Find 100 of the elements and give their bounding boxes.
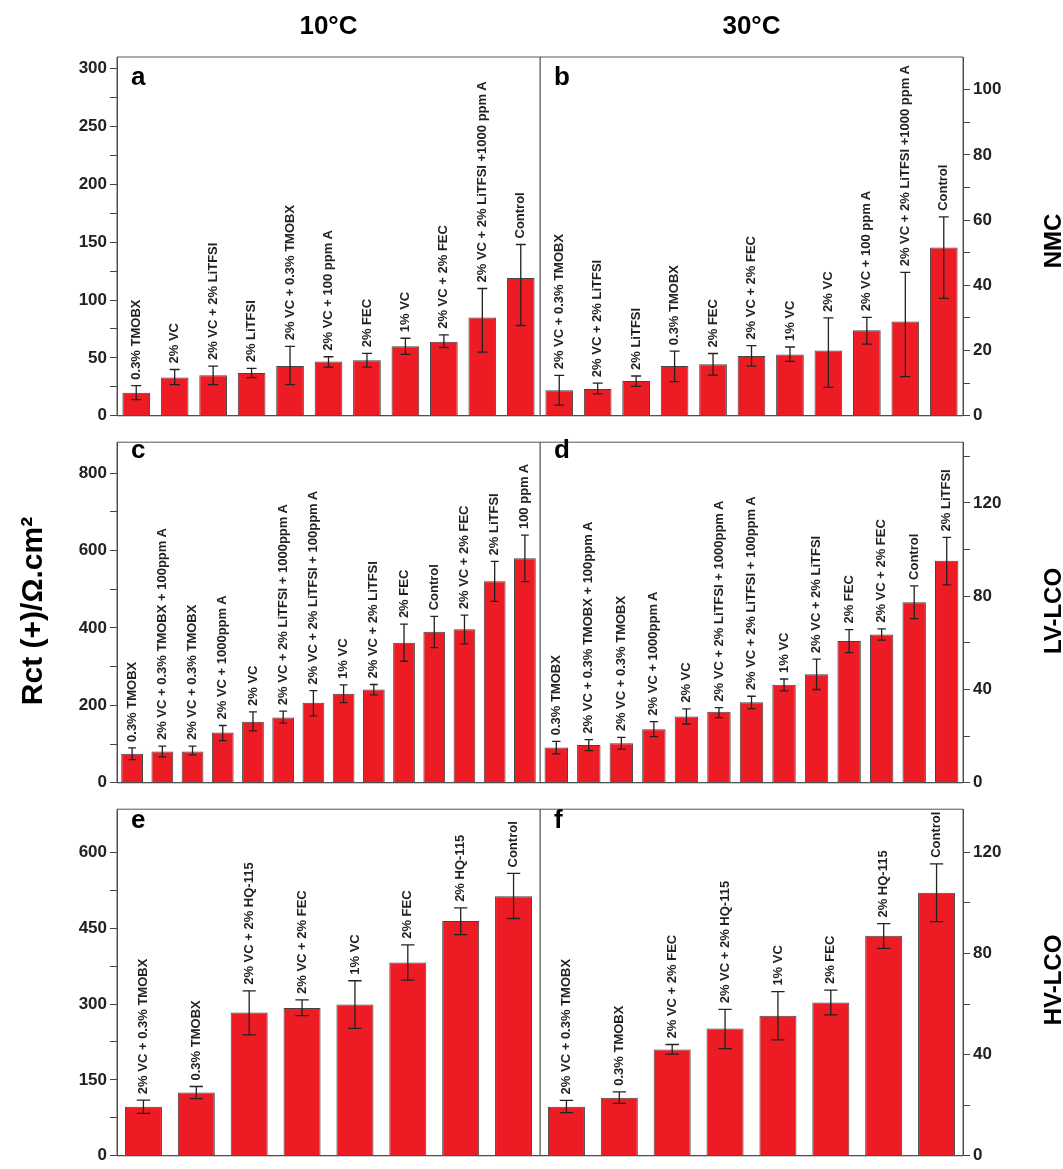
x-tick-label: Control — [935, 164, 951, 211]
x-tick-label: 0.3% TMOBX — [123, 661, 139, 742]
annotation: d — [554, 434, 570, 465]
x-tick-label: 2% VC + 2% LiTFSI +1000 ppm A — [473, 80, 489, 283]
x-tick-label: 2% VC + 2% FEC — [743, 235, 759, 340]
x-tick-label: 2% FEC — [358, 298, 374, 348]
annotation: f — [554, 804, 563, 835]
y2-tick-label: 40 — [973, 275, 992, 295]
x-tick-label: 2% VC + 2% FEC — [456, 504, 472, 610]
y2-tick-label: 20 — [973, 340, 992, 360]
x-tick-label: 2% VC + 2% HQ-115 — [240, 862, 256, 985]
x-tick-label: 2% FEC — [822, 935, 838, 985]
x-tick-label: 2% LiTFSI — [486, 493, 502, 556]
x-tick-label: 0.3% TMOBX — [547, 654, 563, 736]
x-tick-label: 2% VC + 0.3% TMOBX + 100ppm A — [153, 527, 169, 741]
x-tick-label: 2% VC + 2% LiTFSI — [589, 259, 605, 378]
x-tick-label: Control — [905, 533, 921, 580]
x-tick-label: Control — [505, 821, 521, 868]
y2-axis-title: LV-LCO — [1039, 567, 1063, 655]
x-tick-label: Control — [425, 564, 441, 611]
y-tick-label: 600 — [78, 540, 107, 560]
y-tick-label: 200 — [78, 695, 107, 715]
x-tick-label: 2% VC + 2% LiTFSI + 100ppm A — [304, 490, 320, 685]
y2-tick-label: 100 — [973, 79, 1002, 99]
y2-tick-label: 80 — [973, 144, 992, 164]
x-tick-label: 2% VC + 2% FEC — [435, 224, 451, 329]
x-tick-label: 0.3% TMOBX — [666, 264, 682, 346]
y-axis-title: Rct (+)/Ω.cm² — [15, 516, 49, 706]
y2-tick-label: 80 — [973, 943, 992, 963]
y-tick-label: 300 — [78, 993, 107, 1013]
x-tick-label: 2% FEC — [840, 574, 856, 624]
x-tick-label: 0.3% TMOBX — [187, 999, 203, 1081]
chart-title: 30°C — [721, 10, 782, 41]
y-tick-label: 300 — [78, 58, 107, 78]
y2-tick-label: 40 — [973, 1044, 992, 1064]
y2-tick-label: 0 — [973, 1145, 983, 1165]
y2-axis-title: NMC — [1039, 213, 1063, 269]
annotation: c — [131, 434, 146, 465]
y-tick-label: 150 — [78, 231, 107, 251]
y-tick-label: 600 — [78, 841, 107, 861]
x-tick-label: 2% VC + 2% FEC — [293, 889, 309, 994]
x-tick-label: 2% FEC — [395, 569, 411, 619]
x-tick-label: 2% LiTFSI — [627, 307, 643, 371]
y-tick-label: 450 — [78, 917, 107, 937]
y-tick-label: 100 — [78, 289, 107, 309]
x-tick-label: 0.3% TMOBX — [610, 1005, 626, 1086]
y-tick-label: 0 — [97, 772, 107, 792]
x-tick-label: 2% FEC — [704, 298, 720, 348]
x-tick-label: 1% VC — [775, 631, 791, 673]
y-tick-label: 200 — [78, 174, 107, 193]
x-tick-label: 1% VC — [781, 299, 797, 341]
x-tick-label: 2% VC + 1000ppm A — [645, 590, 661, 716]
x-tick-label: 1% VC — [346, 933, 362, 975]
x-tick-label: 2% VC + 2% LiTFSI + 100ppm A — [743, 495, 759, 691]
x-tick-label: 2% VC + 2% HQ-115 — [716, 880, 732, 1004]
x-tick-label: 2% VC + 0.3% TMOBX — [184, 604, 200, 741]
y-tick-label: 150 — [78, 1069, 107, 1089]
x-tick-label: 2% VC + 0.3% TMOBX + 100ppm A — [580, 521, 596, 734]
x-tick-label: 2% VC + 100 ppm A — [320, 229, 336, 351]
y-tick-label: 0 — [97, 1145, 107, 1165]
y2-tick-label: 0 — [973, 772, 983, 792]
x-tick-label: 2% VC + 2% LiTFSI + 1000ppm A — [710, 499, 726, 702]
x-tick-label: 2% VC — [819, 270, 835, 312]
x-tick-label: Control — [512, 192, 528, 239]
y-tick-label: 400 — [78, 617, 107, 637]
y-tick-label: 0 — [97, 405, 107, 425]
x-tick-label: 2% VC + 2% LiTFSI — [808, 535, 824, 654]
x-tick-label: 2% VC + 0.3% TMOBX — [281, 204, 297, 341]
y2-tick-label: 80 — [973, 585, 992, 605]
x-tick-label: 2% VC + 2% LiTFSI — [365, 561, 381, 679]
x-tick-label: 2% VC + 2% LiTFSI + 1000ppm A — [274, 503, 290, 706]
y2-tick-label: 40 — [973, 679, 992, 699]
x-tick-label: 1% VC — [396, 291, 412, 333]
x-tick-label: 2% VC + 2% FEC — [663, 934, 679, 1039]
x-tick-label: 2% VC + 0.3% TMOBX — [135, 958, 151, 1095]
x-tick-label: 2% VC — [678, 661, 693, 703]
annotation: b — [554, 61, 570, 92]
y-tick-label: 800 — [78, 462, 107, 482]
x-tick-label: 2% HQ-115 — [875, 850, 891, 918]
x-tick-label: 2% VC — [166, 322, 182, 364]
annotation: e — [131, 804, 146, 835]
x-tick-label: 2% VC + 1000ppm A — [214, 594, 230, 720]
y-tick-label: 50 — [88, 347, 107, 367]
x-tick-label: 0.3% TMOBX — [127, 299, 143, 380]
x-tick-label: 2% VC + 2% LiTFSI — [204, 242, 220, 361]
annotation: a — [131, 61, 146, 92]
y2-axis-title: HV-LCO — [1039, 934, 1063, 1026]
x-tick-label: Control — [928, 811, 944, 858]
x-tick-label: 2% HQ-115 — [452, 834, 468, 902]
x-tick-label: 2% VC + 2% LiTFSI +1000 ppm A — [896, 64, 912, 267]
x-tick-label: 2% VC + 0.3% TMOBX — [550, 233, 566, 370]
chart-title: 10°C — [298, 10, 359, 41]
x-tick-label: 2% FEC — [399, 889, 415, 939]
x-tick-label: 2% VC — [244, 664, 260, 706]
x-tick-label: 2% VC + 2% FEC — [873, 518, 889, 623]
x-tick-label: 2% VC + 0.3% TMOBX — [558, 958, 574, 1095]
x-tick-label: 1% VC — [335, 637, 351, 679]
x-tick-label: 100 ppm A — [516, 463, 532, 530]
x-tick-label: 2% VC + 100 ppm A — [858, 190, 874, 312]
x-tick-label: 2% VC + 0.3% TMOBX — [612, 595, 628, 732]
